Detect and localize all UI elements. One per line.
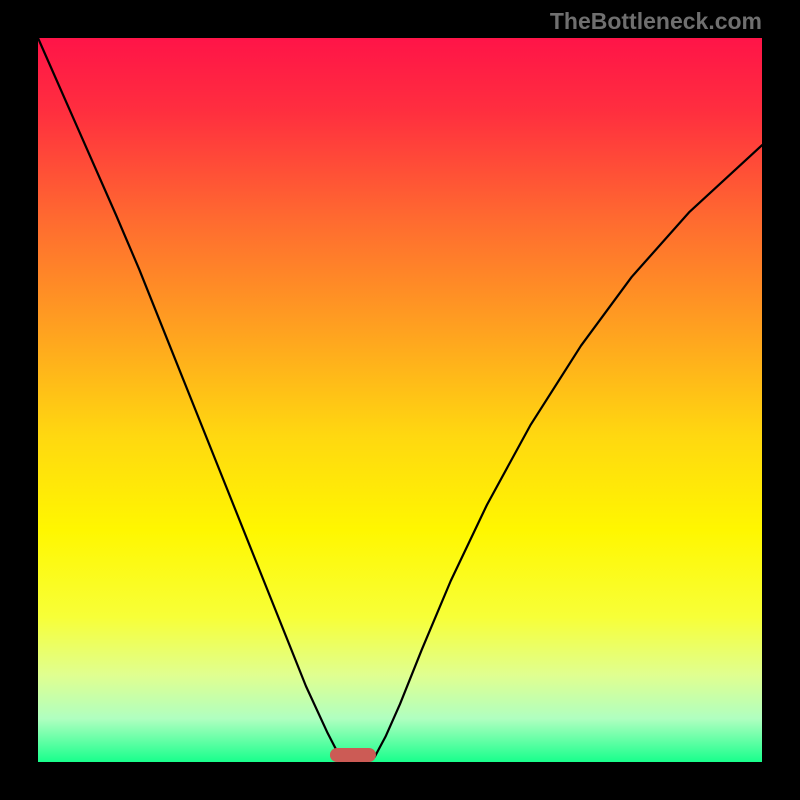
plot-background bbox=[38, 38, 762, 762]
watermark-text: TheBottleneck.com bbox=[550, 8, 762, 35]
optimum-marker bbox=[330, 748, 376, 762]
canvas: TheBottleneck.com bbox=[0, 0, 800, 800]
chart-svg bbox=[0, 0, 800, 800]
